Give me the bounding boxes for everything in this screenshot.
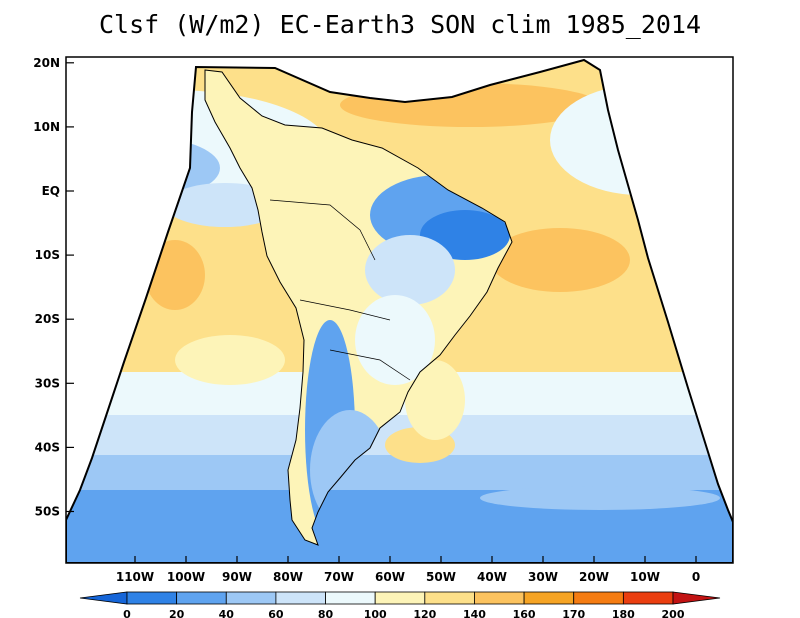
- colorbar-label: 100: [364, 608, 387, 618]
- lon-tick-label: 90W: [222, 570, 252, 584]
- colorbar-swatch: [573, 591, 624, 605]
- colorbar-label: 160: [513, 608, 536, 618]
- colorbar-label: 120: [413, 608, 436, 618]
- lon-tick-label: 60W: [375, 570, 405, 584]
- lat-tick-label: 10N: [33, 120, 60, 134]
- lon-tick-label: 40W: [477, 570, 507, 584]
- colorbar-swatch: [374, 591, 426, 605]
- lat-tick-label: 40S: [35, 440, 60, 454]
- colorbar-swatch: [474, 591, 525, 605]
- lon-tick-label: 20W: [579, 570, 609, 584]
- country-borders: [269, 199, 411, 381]
- plot-frame: [65, 56, 734, 564]
- lat-tick-label: 50S: [35, 505, 60, 519]
- lon-tick-label: 0: [692, 570, 700, 584]
- lat-tick-label: 20N: [33, 56, 60, 70]
- colorbar-label: 170: [562, 608, 585, 618]
- colorbar-swatch: [275, 591, 326, 605]
- colorbar-label: 0: [123, 608, 131, 618]
- colorbar-label: 80: [318, 608, 334, 618]
- lat-tick-label: 20S: [35, 312, 60, 326]
- lat-tick-label: 10S: [35, 248, 60, 262]
- colorbar-label: 140: [463, 608, 486, 618]
- lon-tick-label: 70W: [324, 570, 354, 584]
- colorbar-swatch: [126, 591, 178, 605]
- colorbar-label: 200: [662, 608, 685, 618]
- colorbar-label: 180: [612, 608, 635, 618]
- lat-tick-label: EQ: [42, 184, 60, 198]
- lon-tick-label: 30W: [528, 570, 558, 584]
- colorbar-swatch: [622, 591, 674, 605]
- colorbar-low-arrow: [79, 591, 128, 605]
- lon-tick-label: 50W: [426, 570, 456, 584]
- lon-tick-label: 80W: [273, 570, 303, 584]
- lon-tick-label: 10W: [630, 570, 660, 584]
- colorbar-label: 60: [268, 608, 284, 618]
- colorbar-swatch: [176, 591, 227, 605]
- colorbar-swatch: [523, 591, 575, 605]
- colorbar-label: 20: [169, 608, 185, 618]
- map-title: Clsf (W/m2) EC-Earth3 SON clim 1985_2014: [98, 10, 702, 39]
- colorbar-swatch: [325, 591, 376, 605]
- colorbar-high-arrow: [672, 591, 721, 605]
- lon-tick-label: 100W: [167, 570, 205, 584]
- lon-tick-label: 110W: [116, 570, 154, 584]
- colorbar-swatch: [225, 591, 277, 605]
- colorbar-swatch: [424, 591, 475, 605]
- lat-tick-label: 30S: [35, 376, 60, 390]
- colorbar-label: 40: [219, 608, 235, 618]
